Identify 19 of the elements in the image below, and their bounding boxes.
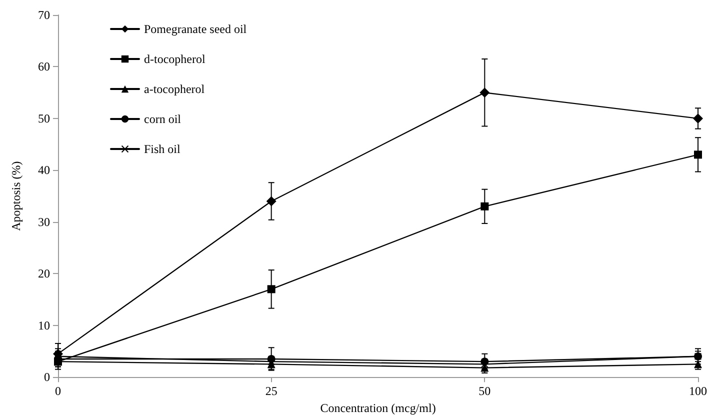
- x-tick-label: 25: [265, 384, 278, 398]
- y-tick-label: 40: [38, 163, 50, 178]
- y-tick-label: 70: [38, 8, 50, 22]
- legend-label: Fish oil: [144, 142, 182, 156]
- legend-label: corn oil: [144, 112, 182, 126]
- x-tick-label: 100: [689, 384, 707, 398]
- legend-label: a-tocopherol: [144, 82, 206, 96]
- x-tick-label: 50: [478, 384, 491, 398]
- x-axis-title: Concentration (mcg/ml): [320, 401, 436, 415]
- x-tick-label: 0: [55, 384, 61, 398]
- y-tick-label: 60: [38, 60, 50, 74]
- y-tick-label: 50: [38, 111, 50, 126]
- legend-label: d-tocopherol: [144, 52, 206, 66]
- y-tick-label: 30: [38, 214, 50, 229]
- y-tick-label: 10: [38, 318, 50, 332]
- y-axis-title: Apoptosis (%): [9, 161, 23, 231]
- legend-label: Pomegranate seed oil: [144, 22, 248, 36]
- y-tick-label: 0: [44, 370, 50, 384]
- y-tick-label: 20: [38, 266, 50, 281]
